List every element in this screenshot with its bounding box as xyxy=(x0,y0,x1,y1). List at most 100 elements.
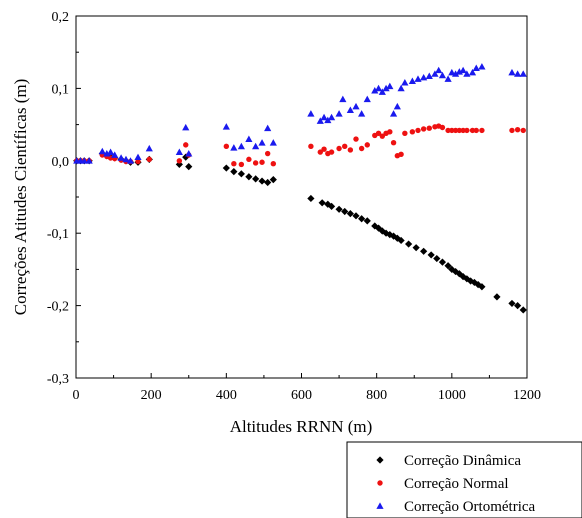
data-point xyxy=(270,160,277,167)
data-point xyxy=(409,129,416,135)
data-point xyxy=(245,135,253,142)
data-point xyxy=(317,149,323,155)
data-point xyxy=(264,124,272,132)
data-point xyxy=(414,75,422,82)
data-point xyxy=(324,116,332,124)
data-point xyxy=(444,75,452,82)
data-point xyxy=(269,176,277,184)
data-point xyxy=(469,127,476,134)
data-point xyxy=(308,143,314,150)
data-points xyxy=(73,63,527,314)
data-point xyxy=(269,139,277,146)
data-point xyxy=(358,110,366,117)
data-point xyxy=(342,143,348,150)
data-point xyxy=(364,142,370,148)
data-point xyxy=(519,306,527,314)
data-point xyxy=(258,139,266,146)
data-point xyxy=(473,127,479,134)
data-point xyxy=(438,71,447,79)
data-point xyxy=(514,70,522,77)
data-point xyxy=(374,84,383,92)
data-point xyxy=(426,125,432,131)
legend-marker xyxy=(376,456,384,464)
y-tick-label: 0,2 xyxy=(52,10,70,25)
x-tick-label: 1200 xyxy=(513,388,541,403)
legend-marker xyxy=(376,502,384,509)
data-point xyxy=(230,168,238,176)
legend-label: Correção Ortométrica xyxy=(404,499,536,515)
data-point xyxy=(514,302,522,310)
data-point xyxy=(405,240,413,248)
data-point xyxy=(346,106,354,113)
x-tick-label: 1000 xyxy=(438,388,466,403)
data-point xyxy=(238,161,245,168)
data-point xyxy=(402,130,408,136)
data-point xyxy=(316,117,324,124)
data-point xyxy=(185,162,193,171)
data-point xyxy=(264,178,272,187)
data-point xyxy=(318,199,326,207)
x-tick-label: 800 xyxy=(366,388,387,403)
data-point xyxy=(448,68,456,76)
data-point xyxy=(386,231,394,239)
data-point xyxy=(258,177,266,185)
data-point xyxy=(363,217,371,225)
data-point xyxy=(439,124,446,131)
data-point xyxy=(386,82,394,90)
legend-label: Correção Normal xyxy=(404,476,509,492)
data-point xyxy=(85,157,93,164)
data-point xyxy=(371,86,379,94)
data-point xyxy=(408,77,416,85)
data-point xyxy=(80,157,88,164)
data-point xyxy=(508,68,516,76)
data-point xyxy=(514,126,521,133)
data-point xyxy=(183,142,189,148)
data-point xyxy=(252,142,260,150)
data-point xyxy=(307,194,315,203)
data-point xyxy=(252,175,260,183)
data-point xyxy=(126,157,135,164)
data-point xyxy=(375,130,382,136)
data-point xyxy=(425,72,433,79)
data-point xyxy=(335,110,343,117)
data-point xyxy=(327,202,336,211)
x-tick-label: 600 xyxy=(291,388,312,403)
data-point xyxy=(146,156,152,163)
data-point xyxy=(387,129,393,135)
data-point xyxy=(346,210,354,218)
data-point xyxy=(379,133,386,139)
series-2 xyxy=(74,123,526,168)
data-point xyxy=(468,68,477,76)
data-point xyxy=(328,149,335,155)
data-point xyxy=(145,144,153,152)
data-point xyxy=(438,258,447,266)
y-tick-label: -0,3 xyxy=(47,372,69,387)
data-point xyxy=(223,143,230,150)
data-point xyxy=(448,265,456,273)
data-point xyxy=(478,63,486,70)
data-point xyxy=(324,200,332,208)
data-point xyxy=(420,73,428,81)
data-point xyxy=(176,158,183,164)
legend-label: Correção Dinâmica xyxy=(404,453,521,469)
data-point xyxy=(401,79,409,86)
data-point xyxy=(111,151,119,158)
y-tick-label: 0,1 xyxy=(52,82,70,97)
data-point xyxy=(237,170,245,178)
data-point xyxy=(478,283,486,291)
data-point xyxy=(431,70,439,77)
data-point xyxy=(341,207,349,216)
data-point xyxy=(397,236,405,245)
y-tick-label: -0,2 xyxy=(47,300,69,315)
data-point xyxy=(122,155,130,163)
data-point xyxy=(420,126,427,132)
legend: Correção Dinâmica Correção Normal Correção… xyxy=(346,441,582,518)
data-point xyxy=(352,102,360,110)
data-point xyxy=(307,110,315,117)
data-point xyxy=(445,127,451,134)
x-tick-label: 0 xyxy=(73,388,80,403)
data-point xyxy=(389,110,398,117)
data-point xyxy=(358,145,365,152)
data-point xyxy=(455,270,463,278)
data-point xyxy=(378,88,386,95)
